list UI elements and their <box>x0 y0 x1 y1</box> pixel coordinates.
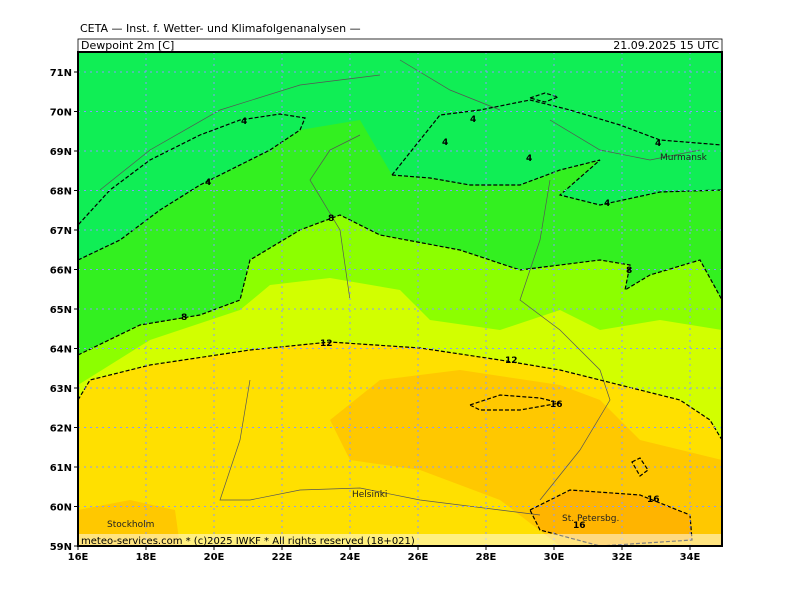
contour-label: 4 <box>655 139 661 149</box>
lon-label: 16E <box>68 552 89 563</box>
contour <box>391 159 722 206</box>
contour <box>78 341 722 441</box>
contour-label: 12 <box>320 339 333 349</box>
contour-label: 8 <box>626 266 632 276</box>
map-frame <box>77 51 723 547</box>
lat-label: 60N <box>50 503 72 514</box>
lat-label: 67N <box>50 226 72 237</box>
contour-label: 12 <box>505 356 518 366</box>
city-label: Helsinki <box>352 490 387 500</box>
lat-label: 59N <box>50 542 72 553</box>
contour-label: 4 <box>604 199 610 209</box>
lon-label: 24E <box>340 552 361 563</box>
field-fill <box>530 490 692 546</box>
contour-label: 16 <box>647 495 660 505</box>
contour <box>527 92 560 103</box>
field-label: Dewpoint 2m [C] <box>81 39 174 52</box>
contour-label: 16 <box>550 400 563 410</box>
city-label: St. Petersbg. <box>562 514 619 524</box>
lat-label: 63N <box>50 384 72 395</box>
coastline <box>99 59 701 516</box>
city-label: Stockholm <box>107 520 154 530</box>
lon-label: 26E <box>408 552 429 563</box>
contour <box>78 214 722 356</box>
contour-label: 4 <box>442 138 448 148</box>
lat-label: 64N <box>50 345 72 356</box>
contour-label: 16 <box>573 521 586 531</box>
lat-label: 70N <box>50 108 72 119</box>
lat-label: 68N <box>50 187 72 198</box>
contour <box>529 489 693 546</box>
lat-label: 65N <box>50 305 72 316</box>
contour-label: 8 <box>181 313 187 323</box>
contour <box>631 457 649 477</box>
lon-label: 22E <box>272 552 293 563</box>
grid <box>78 52 722 546</box>
lon-label: 32E <box>612 552 633 563</box>
header-title: CETA — Inst. f. Wetter- und Klimafolgena… <box>80 22 361 35</box>
lat-label: 62N <box>50 424 72 435</box>
map-area: 4 4 4 4 4 4 4 8 8 8 12 12 16 16 16 Murma… <box>77 51 723 547</box>
footer: meteo-services.com * (c)2025 IWKF * All … <box>81 536 415 547</box>
valid-time: 21.09.2025 15 UTC <box>613 39 719 52</box>
contour <box>391 99 722 176</box>
lat-label: 66N <box>50 266 72 277</box>
lat-label: 71N <box>50 68 72 79</box>
lon-label: 28E <box>476 552 497 563</box>
footer-box <box>78 534 722 546</box>
contour <box>468 394 561 411</box>
contour-label: 8 <box>328 214 334 224</box>
lon-label: 18E <box>136 552 157 563</box>
contour-label: 4 <box>205 178 211 188</box>
city-label: Murmansk <box>660 153 708 163</box>
contour-label: 4 <box>241 117 247 127</box>
contour <box>78 113 306 261</box>
lon-label: 30E <box>544 552 565 563</box>
lon-label: 20E <box>204 552 225 563</box>
lon-label: 34E <box>680 552 701 563</box>
contour-label: 4 <box>470 115 476 125</box>
lat-label: 69N <box>50 147 72 158</box>
contour-label: 4 <box>526 154 532 164</box>
lat-label: 61N <box>50 463 72 474</box>
